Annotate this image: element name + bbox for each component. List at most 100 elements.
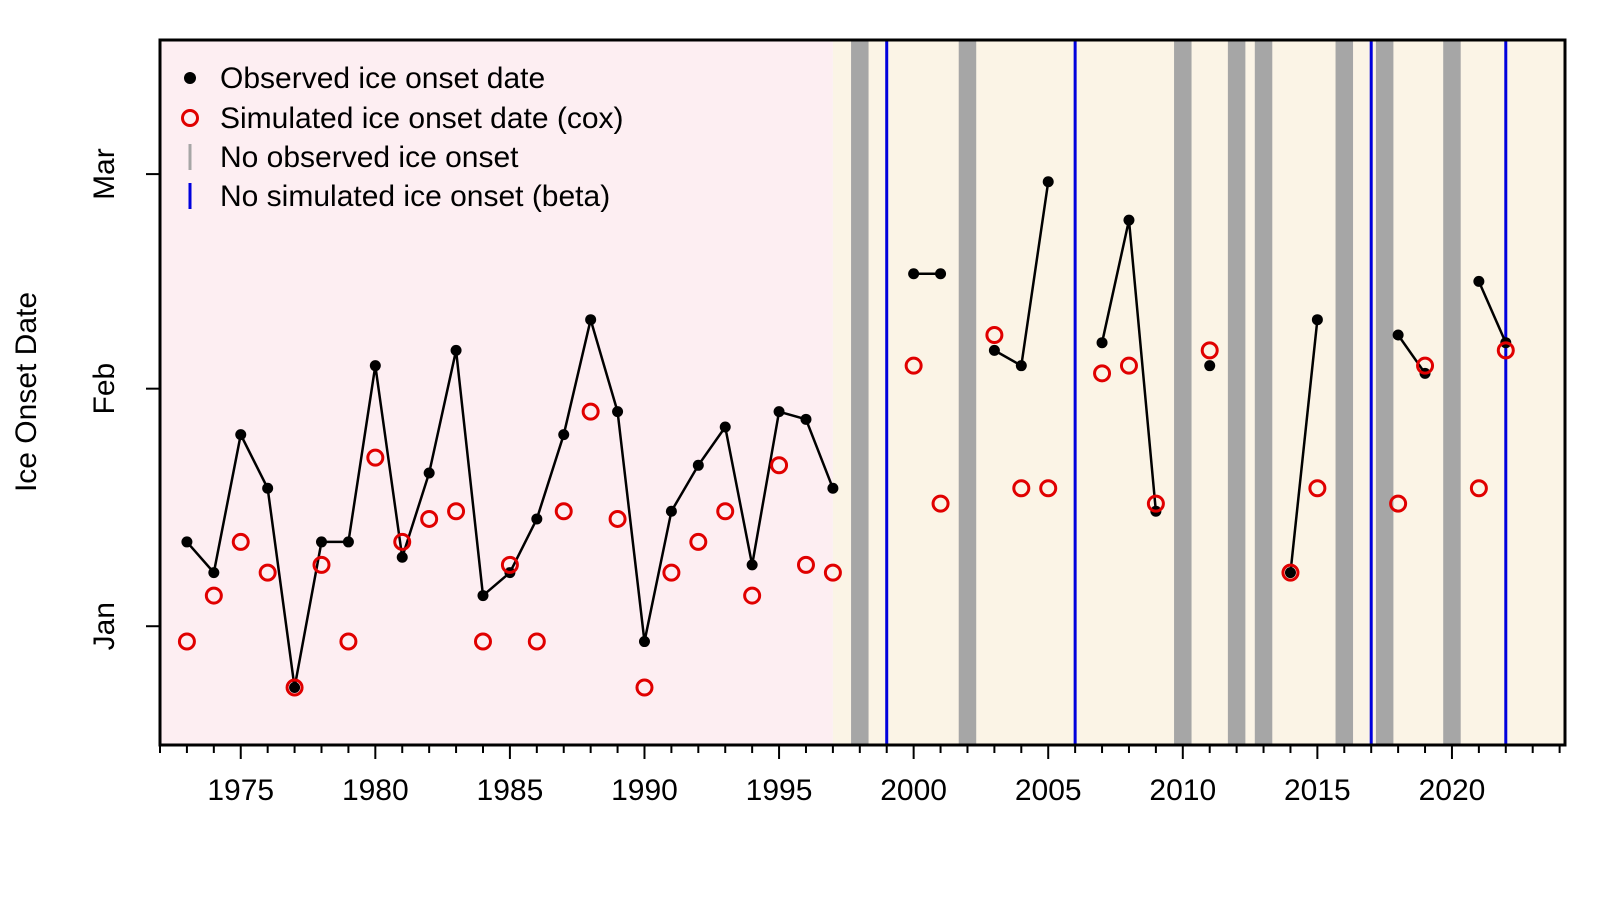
simulated-point (339, 632, 358, 651)
observed-point (638, 636, 650, 648)
simulated-point (473, 632, 492, 651)
observed-point (1042, 176, 1054, 188)
simulated-point (393, 532, 412, 551)
background-region (160, 40, 833, 745)
simulated-point (1281, 563, 1300, 582)
simulated-point (312, 555, 331, 574)
observed-point (1096, 337, 1108, 349)
simulated-point (1389, 494, 1408, 513)
simulated-point (527, 632, 546, 651)
y-tick-label: Mar (88, 148, 121, 200)
observed-point (531, 513, 543, 525)
legend-observed-marker (184, 72, 196, 84)
observed-point (181, 536, 193, 548)
legend: Observed ice onset date Simulated ice ons… (181, 62, 624, 213)
x-tick-label: 2020 (1419, 774, 1486, 807)
observed-point (396, 551, 408, 563)
observed-point (908, 268, 920, 280)
simulated-point (1308, 479, 1327, 498)
observed-line-segment (1397, 334, 1427, 375)
simulated-point (231, 532, 250, 551)
observed-point (665, 505, 677, 517)
simulated-point (500, 555, 519, 574)
x-tick-label: 2015 (1284, 774, 1351, 807)
no-observed-band (1254, 40, 1273, 745)
x-tick-label: 1990 (611, 774, 678, 807)
observed-point (746, 559, 758, 571)
simulated-point (931, 494, 950, 513)
y-tick-label: Jan (88, 602, 121, 650)
simulated-point (366, 448, 385, 467)
observed-point (558, 429, 570, 441)
simulated-point (1469, 479, 1488, 498)
observed-point (692, 459, 704, 471)
simulated-point (796, 555, 815, 574)
legend-label: No observed ice onset (220, 141, 519, 174)
simulated-point (1119, 356, 1138, 375)
simulated-point (1200, 341, 1219, 360)
simulated-point (177, 632, 196, 651)
simulated-point (1496, 341, 1515, 360)
x-tick-label: 2000 (880, 774, 947, 807)
x-tick-label: 1975 (207, 774, 274, 807)
simulated-point (1039, 479, 1058, 498)
no-observed-band (958, 40, 977, 745)
simulated-point (204, 586, 223, 605)
no-simulated-lines (885, 40, 1508, 745)
legend-label: Simulated ice onset date (cox) (220, 102, 624, 135)
observed-point (719, 421, 731, 433)
data-points (177, 176, 1515, 697)
legend-simulated-marker (181, 109, 199, 127)
simulated-point (716, 502, 735, 521)
simulated-point (1416, 356, 1435, 375)
simulated-point (1146, 494, 1165, 513)
observed-point (1204, 360, 1216, 372)
observed-line-segment (1289, 319, 1319, 573)
observed-point (1473, 275, 1485, 287)
legend-label: Observed ice onset date (220, 62, 545, 95)
no-observed-band (851, 40, 869, 745)
observed-point (1015, 360, 1027, 372)
x-axis: 1975 1980 1985 1990 1995 2000 2005 2010 2015 2020 (159, 744, 1561, 807)
simulated-point (285, 678, 304, 697)
observed-point (1392, 329, 1404, 341)
simulated-point (985, 326, 1004, 345)
x-tick-label: 1995 (746, 774, 813, 807)
observed-point (450, 344, 462, 356)
x-tick-label: 1980 (342, 774, 409, 807)
observed-point (988, 344, 1000, 356)
observed-point (342, 536, 354, 548)
observed-point (208, 567, 220, 579)
observed-point (289, 682, 301, 694)
simulated-point (447, 502, 466, 521)
no-observed-band (1335, 40, 1354, 745)
observed-point (315, 536, 327, 548)
observed-point (935, 268, 947, 280)
observed-point (800, 413, 812, 425)
simulated-point (689, 532, 708, 551)
observed-line-segment (1477, 280, 1507, 344)
observed-point (1311, 314, 1323, 326)
observed-point (423, 467, 435, 479)
observed-point (369, 360, 381, 372)
observed-point (585, 314, 597, 326)
simulated-point (904, 356, 923, 375)
no-observed-band (1174, 40, 1192, 745)
y-axis-title: Ice Onset Date (10, 292, 43, 492)
y-tick-label: Feb (88, 363, 121, 415)
simulated-point (554, 502, 573, 521)
simulated-point (1012, 479, 1031, 498)
simulated-point (770, 456, 789, 475)
observed-point (612, 406, 624, 418)
observed-point (773, 406, 785, 418)
no-observed-band (1227, 40, 1246, 745)
legend-label: No simulated ice onset (beta) (220, 180, 610, 213)
x-tick-label: 1985 (477, 774, 544, 807)
no-observed-band (1375, 40, 1394, 745)
simulated-point (743, 586, 762, 605)
simulated-point (420, 509, 439, 528)
no-observed-band (1443, 40, 1461, 745)
simulated-point (258, 563, 277, 582)
simulated-point (662, 563, 681, 582)
